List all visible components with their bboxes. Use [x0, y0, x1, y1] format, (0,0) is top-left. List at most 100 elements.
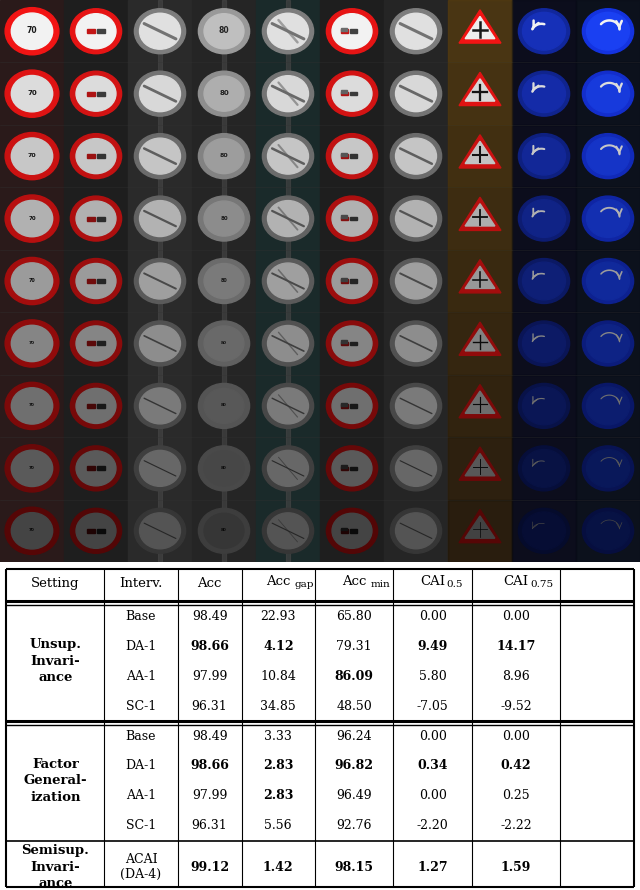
Circle shape — [12, 263, 52, 299]
Text: 80: 80 — [221, 403, 227, 408]
Circle shape — [262, 9, 314, 53]
Text: 5.80: 5.80 — [419, 669, 447, 683]
Text: -2.22: -2.22 — [500, 820, 532, 832]
Circle shape — [582, 258, 634, 303]
Text: 92.76: 92.76 — [337, 820, 372, 832]
Text: 70: 70 — [29, 529, 35, 532]
Polygon shape — [465, 16, 495, 38]
Circle shape — [198, 71, 250, 117]
Circle shape — [586, 263, 630, 300]
Bar — [286, 0, 290, 562]
Text: 80: 80 — [220, 153, 228, 158]
Bar — [448, 0, 512, 62]
Text: 97.99: 97.99 — [192, 669, 227, 683]
Text: 3.33: 3.33 — [264, 730, 292, 742]
Text: 0.00: 0.00 — [419, 730, 447, 742]
Polygon shape — [465, 204, 495, 226]
Circle shape — [326, 71, 378, 117]
Bar — [512, 250, 576, 312]
Bar — [87, 529, 95, 533]
Bar — [350, 529, 357, 532]
Bar — [222, 0, 226, 562]
Circle shape — [76, 451, 116, 486]
Circle shape — [140, 76, 180, 111]
Circle shape — [586, 512, 630, 550]
Circle shape — [140, 263, 180, 299]
Text: 1.59: 1.59 — [501, 861, 531, 874]
Bar — [576, 312, 640, 375]
Circle shape — [518, 134, 570, 179]
Bar — [87, 216, 95, 221]
Circle shape — [76, 139, 116, 174]
Text: 96.82: 96.82 — [335, 759, 374, 773]
Bar — [384, 0, 448, 562]
Bar — [341, 402, 347, 406]
Bar — [286, 0, 290, 562]
Bar — [158, 0, 162, 562]
Circle shape — [268, 13, 308, 49]
Circle shape — [70, 508, 122, 554]
Circle shape — [70, 446, 122, 491]
Bar — [222, 0, 226, 562]
Circle shape — [268, 263, 308, 299]
Circle shape — [76, 263, 116, 298]
Bar — [448, 437, 512, 499]
Bar — [512, 312, 576, 375]
Bar — [576, 375, 640, 437]
Circle shape — [12, 200, 52, 237]
Bar — [158, 0, 162, 562]
Circle shape — [326, 9, 378, 53]
Text: AA-1: AA-1 — [126, 669, 156, 683]
Bar — [158, 0, 162, 562]
Bar — [576, 437, 640, 499]
Circle shape — [522, 449, 566, 487]
Text: 96.24: 96.24 — [337, 730, 372, 742]
Circle shape — [12, 13, 52, 50]
Bar — [222, 0, 226, 562]
Text: 80: 80 — [220, 215, 228, 221]
Circle shape — [390, 508, 442, 554]
Text: 70: 70 — [27, 90, 37, 96]
Text: CAI: CAI — [504, 575, 529, 588]
Text: 80: 80 — [221, 341, 227, 345]
Circle shape — [5, 133, 59, 180]
Circle shape — [262, 196, 314, 241]
Circle shape — [582, 508, 634, 554]
Circle shape — [396, 326, 436, 361]
Text: 22.93: 22.93 — [260, 610, 296, 623]
Circle shape — [262, 384, 314, 428]
Text: 97.99: 97.99 — [192, 789, 227, 803]
Bar — [97, 92, 105, 96]
Text: 0.00: 0.00 — [419, 610, 447, 623]
Polygon shape — [465, 328, 495, 351]
Text: 80: 80 — [219, 27, 229, 36]
Circle shape — [332, 13, 372, 49]
Text: DA-1: DA-1 — [125, 640, 157, 652]
Text: 70: 70 — [28, 215, 36, 221]
Circle shape — [390, 134, 442, 179]
Bar — [97, 404, 105, 408]
Bar — [341, 279, 348, 283]
Circle shape — [522, 12, 566, 50]
Circle shape — [134, 446, 186, 491]
Bar — [350, 29, 357, 33]
Circle shape — [586, 325, 630, 362]
Circle shape — [204, 263, 244, 298]
Bar — [97, 154, 105, 158]
Circle shape — [204, 139, 244, 174]
Circle shape — [12, 76, 52, 112]
Bar — [448, 0, 512, 562]
Polygon shape — [459, 72, 501, 106]
Circle shape — [396, 13, 436, 49]
Circle shape — [204, 451, 244, 486]
Text: 98.66: 98.66 — [190, 759, 229, 773]
Circle shape — [326, 258, 378, 303]
Bar — [448, 125, 512, 187]
Circle shape — [204, 326, 244, 361]
Circle shape — [586, 449, 630, 487]
Text: 9.49: 9.49 — [417, 640, 448, 652]
Circle shape — [268, 450, 308, 486]
Circle shape — [268, 513, 308, 549]
Circle shape — [5, 445, 59, 492]
Bar — [341, 529, 348, 532]
